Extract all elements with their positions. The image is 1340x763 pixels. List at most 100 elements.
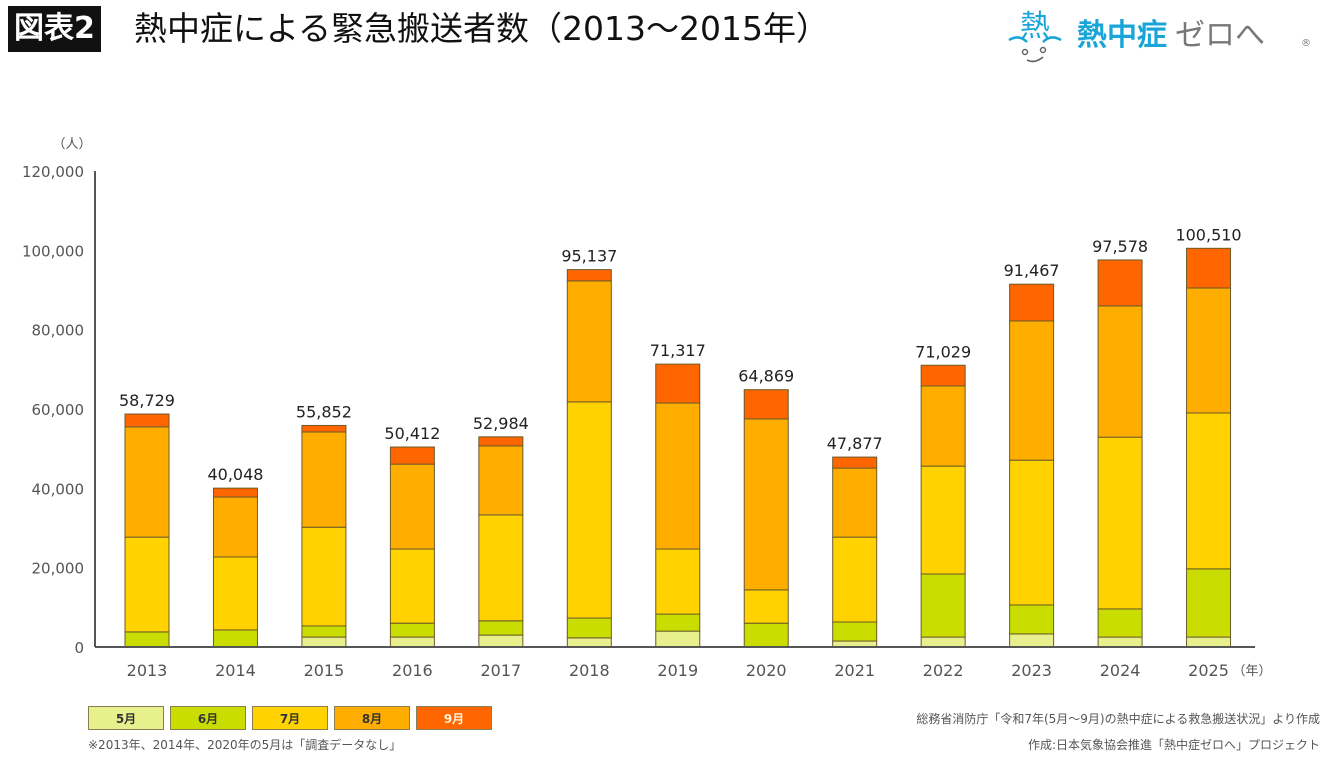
bar-2020: [743, 389, 789, 648]
bar-segment-september: [1186, 247, 1232, 289]
bar-total-label: 100,510: [1175, 225, 1241, 244]
bar-segment-july: [389, 548, 435, 624]
bar-segment-july: [655, 548, 701, 615]
bar-segment-may: [389, 636, 435, 648]
logo: 熱 熱中症 ゼロへ ®: [1005, 4, 1335, 68]
logo-mascot-icon: 熱: [1008, 9, 1062, 63]
bar-segment-august: [124, 426, 170, 538]
logo-text-tagline: ゼロへ: [1175, 18, 1265, 53]
x-tick-label: 2018: [569, 661, 610, 680]
bar-segment-august: [920, 385, 966, 467]
logo-text-brand: 熱中症: [1077, 18, 1167, 53]
bar-total-label: 58,729: [119, 391, 175, 410]
x-tick-label: 2020: [746, 661, 787, 680]
bar-total-label: 95,137: [561, 247, 617, 266]
bar-total-label: 47,877: [827, 434, 883, 453]
bar-segment-june: [124, 631, 170, 648]
y-tick-label: 60,000: [32, 401, 85, 419]
bar-segment-may: [1009, 633, 1055, 648]
x-tick-label: 2014: [215, 661, 256, 680]
x-tick-label: 2021: [834, 661, 875, 680]
bar-segment-june: [655, 613, 701, 632]
bar-segment-september: [301, 424, 347, 433]
bar-total-label: 91,467: [1004, 261, 1060, 280]
y-tick-label: 120,000: [22, 163, 84, 181]
bar-segment-september: [1097, 259, 1143, 307]
bar-2017: [478, 436, 524, 648]
stacked-bar-chart: （人） 0 20,000 40,000 60,000 80,000 100,000 120,0…: [22, 137, 1272, 680]
bar-segment-september: [1009, 283, 1055, 322]
registered-mark: ®: [1301, 38, 1311, 49]
bar-2025: [1186, 247, 1232, 648]
bar-segment-august: [301, 431, 347, 528]
bar-2019: [655, 363, 701, 648]
bar-segment-july: [301, 526, 347, 627]
bar-segment-september: [124, 413, 170, 428]
bar-segment-august: [212, 496, 258, 558]
y-tick-label: 20,000: [32, 560, 85, 578]
bar-segment-may: [301, 636, 347, 648]
x-axis: 2013 2014 2015 2016 2017 2018 2019 2020 2021 2022…: [95, 646, 1272, 680]
bar-segment-september: [478, 436, 524, 447]
footnote: ※2013年、2014年、2020年の5月は「調査データなし」: [88, 738, 402, 752]
bar-segment-september: [566, 269, 612, 282]
bar-segment-august: [1097, 305, 1143, 438]
bar-total-label: 71,029: [915, 342, 971, 361]
bar-total-label: 50,412: [384, 424, 440, 443]
bar-2014: [212, 487, 258, 648]
bar-segment-july: [832, 536, 878, 623]
x-tick-label: 2025: [1188, 661, 1229, 680]
chart-title: 熱中症による緊急搬送者数（2013〜2015年）: [134, 9, 829, 48]
bar-segment-june: [1186, 568, 1232, 638]
figure-badge: 図表2: [8, 6, 101, 52]
y-axis: （人） 0 20,000 40,000 60,000 80,000 100,000 120,0…: [22, 137, 96, 657]
bar-total-labels: 58,729 40,048 55,852 50,412 52,984 95,137 71,3…: [119, 225, 1242, 484]
legend-item-august: 8月: [334, 706, 410, 730]
bar-segment-may: [566, 637, 612, 648]
bar-segment-august: [389, 463, 435, 550]
bar-2022: [920, 364, 966, 648]
x-tick-label: 2017: [480, 661, 521, 680]
bar-total-label: 52,984: [473, 414, 529, 433]
bar-segment-june: [1009, 604, 1055, 635]
bar-segment-august: [566, 280, 612, 403]
x-tick-label: 2022: [923, 661, 964, 680]
bar-segment-july: [478, 514, 524, 622]
bar-segment-july: [920, 465, 966, 575]
bar-segment-may: [1097, 636, 1143, 648]
legend-item-september: 9月: [416, 706, 492, 730]
bar-segment-june: [743, 622, 789, 648]
bar-segment-september: [389, 446, 435, 465]
y-tick-label: 100,000: [22, 242, 84, 260]
bar-total-label: 40,048: [207, 465, 263, 484]
bar-total-label: 71,317: [650, 341, 706, 360]
bar-2013: [124, 413, 170, 648]
x-tick-label: 2023: [1011, 661, 1052, 680]
bar-segment-june: [832, 621, 878, 642]
y-axis-unit-label: （人）: [52, 137, 91, 152]
legend-item-june: 6月: [170, 706, 246, 730]
bar-segment-may: [920, 636, 966, 648]
bar-2016: [389, 446, 435, 648]
bar-2024: [1097, 259, 1143, 648]
bar-segment-may: [655, 630, 701, 648]
x-tick-label: 2019: [657, 661, 698, 680]
bar-segment-september: [920, 364, 966, 387]
bar-segment-june: [301, 625, 347, 638]
bar-2021: [832, 456, 878, 648]
bar-segment-july: [566, 401, 612, 619]
bar-segment-july: [212, 556, 258, 631]
bar-segment-august: [655, 402, 701, 550]
bar-segment-september: [832, 456, 878, 469]
bar-2023: [1009, 283, 1055, 648]
bar-total-label: 55,852: [296, 402, 352, 421]
bar-segment-june: [212, 629, 258, 648]
bar-segment-june: [1097, 608, 1143, 638]
bar-segment-august: [1186, 287, 1232, 414]
bar-segment-june: [389, 622, 435, 638]
source-text: 総務省消防庁「令和7年(5月〜9月)の熱中症による救急搬送状況」より作成: [916, 712, 1320, 726]
bar-segment-august: [832, 467, 878, 538]
bar-segment-may: [478, 634, 524, 648]
bars: [124, 247, 1232, 648]
bar-segment-august: [743, 418, 789, 591]
